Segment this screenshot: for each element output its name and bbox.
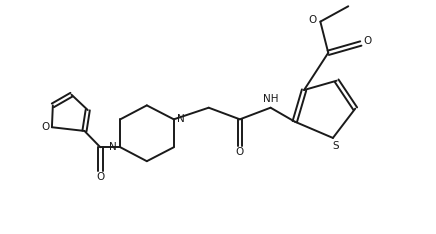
Text: O: O — [236, 147, 244, 157]
Text: O: O — [308, 15, 317, 25]
Text: N: N — [109, 142, 117, 152]
Text: N: N — [177, 114, 185, 124]
Text: O: O — [42, 122, 50, 132]
Text: NH: NH — [263, 94, 278, 104]
Text: O: O — [96, 172, 105, 182]
Text: O: O — [364, 36, 372, 46]
Text: S: S — [332, 141, 338, 151]
